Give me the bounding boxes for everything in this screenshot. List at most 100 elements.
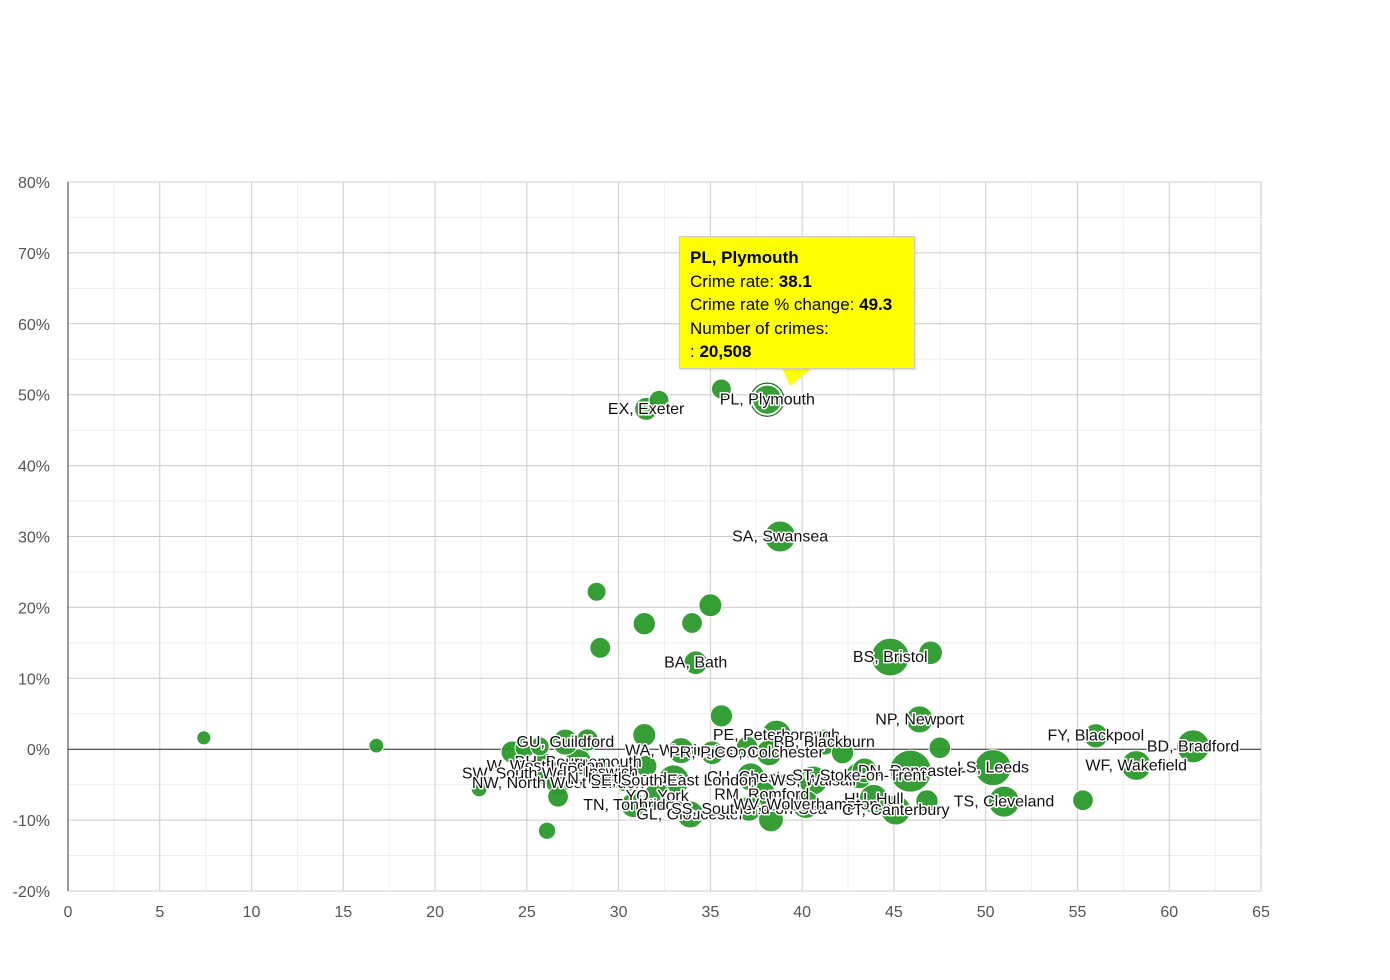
bubble-point[interactable] [564, 748, 592, 776]
bubble-point[interactable] [537, 821, 557, 840]
bubble-point[interactable] [830, 741, 855, 765]
bubble-point[interactable] [547, 785, 569, 808]
bubble-point[interactable] [470, 780, 488, 798]
bubble-point[interactable] [752, 384, 783, 415]
bubble-point[interactable] [632, 723, 657, 748]
bubble-label: SE, South East London [591, 772, 757, 789]
bubble-label: WF, Wakefield [1085, 758, 1187, 775]
bubble-point[interactable] [575, 728, 600, 752]
bubble-point[interactable] [1072, 789, 1094, 812]
bubble-point[interactable] [589, 636, 612, 659]
bubble-point[interactable] [667, 737, 695, 765]
bubble-point[interactable] [1120, 750, 1152, 781]
y-tick-label: 40% [18, 459, 50, 476]
bubble-label: SA, Swansea [732, 529, 828, 546]
bubble-point[interactable] [810, 728, 838, 756]
bubble-point[interactable] [928, 736, 952, 760]
bubble-point[interactable] [620, 792, 647, 819]
bubble-point[interactable] [870, 637, 910, 677]
bubble-point[interactable] [648, 389, 670, 411]
bubble-point[interactable] [676, 800, 705, 829]
bubble-point[interactable] [918, 640, 943, 666]
bubble-point[interactable] [764, 520, 797, 553]
bubble-label: CT, Canterbury [842, 802, 950, 819]
bubble-point[interactable] [905, 705, 934, 734]
bubble-label: BA, Bath [664, 655, 727, 672]
bubble-label: N, North London [567, 770, 684, 787]
tooltip-change-label: Crime rate % change: [690, 295, 860, 314]
bubble-point[interactable] [735, 735, 759, 759]
bubble-label: SS, Southend-on-Sea [671, 801, 827, 818]
tooltip-rate-value: 38.1 [778, 271, 812, 291]
bubble-label: WA, Warrington [625, 743, 737, 760]
bubble-label: TN, Tonbridge [583, 797, 683, 814]
bubble-point[interactable] [643, 782, 671, 810]
x-tick-label: 45 [885, 904, 903, 921]
x-tick-label: 10 [243, 904, 261, 921]
bubble-label: DN, Doncaster [858, 763, 964, 780]
bubble-label: PR, Preston [669, 745, 755, 762]
x-tick-label: 50 [977, 904, 995, 921]
bubble-point[interactable] [529, 736, 550, 757]
bubble-label: PE, Peterborough [713, 727, 840, 744]
bubble-label: CO, Colchester [714, 745, 824, 762]
bubble-point[interactable] [915, 789, 939, 813]
bubble-point[interactable] [888, 749, 932, 793]
bubble-label: BD, Bradford [1147, 738, 1239, 755]
bubble-label: NP, Newport [875, 711, 964, 728]
y-tick-label: -20% [13, 884, 50, 901]
bubble-label: SW, South West London [462, 765, 636, 782]
bubble-point[interactable] [586, 581, 607, 602]
bubble-point[interactable] [698, 593, 723, 618]
x-tick-label: 15 [334, 904, 352, 921]
bubble-point[interactable] [1176, 729, 1211, 764]
y-tick-label: 80% [18, 175, 50, 192]
bubble-point[interactable] [709, 704, 734, 728]
bubble-point[interactable] [588, 759, 613, 784]
bubble-point[interactable] [632, 612, 656, 636]
y-tick-label: 30% [18, 530, 50, 547]
y-tick-label: 0% [27, 742, 50, 759]
x-tick-label: 0 [64, 904, 73, 921]
bubble-point[interactable] [710, 378, 732, 400]
y-tick-label: 20% [18, 600, 50, 617]
bubble-label: NW, North West London [472, 775, 644, 792]
bubble-label: YO, York [626, 788, 690, 805]
y-tick-label: 70% [18, 246, 50, 263]
bubble-label: PL, Plymouth [720, 392, 815, 409]
y-tick-label: 10% [18, 671, 50, 688]
bubble-point[interactable] [634, 754, 658, 778]
bubble-point[interactable] [611, 764, 640, 793]
bubble-label: HU, Hull [844, 791, 904, 808]
tooltip-crimes-prefix: : [690, 342, 700, 361]
tooltip-change-value: 49.3 [859, 295, 893, 314]
bubble-point[interactable] [974, 748, 1012, 787]
x-tick-label: 60 [1160, 904, 1178, 921]
bubble-point[interactable] [681, 612, 703, 634]
bubbles [196, 378, 1211, 840]
bubble-label: FY, Blackpool [1047, 728, 1144, 745]
x-tick-label: 40 [793, 904, 811, 921]
bubble-point[interactable] [196, 730, 212, 746]
bubble-label: W, West London [487, 758, 604, 775]
bubble-point[interactable] [683, 650, 709, 676]
bubble-label: WS, Walsall [770, 772, 856, 789]
bubble-point[interactable] [758, 806, 784, 833]
bubble-point[interactable] [368, 737, 385, 754]
x-tick-label: 65 [1252, 904, 1270, 921]
bubble-point[interactable] [858, 783, 889, 814]
y-tick-label: 60% [18, 317, 50, 334]
bubble-point[interactable] [699, 740, 725, 766]
x-tick-label: 35 [701, 904, 719, 921]
tooltip-pointer [782, 368, 812, 386]
tooltip: PL, Plymouth Crime rate: 38.1 Crime rate… [679, 236, 915, 369]
bubble-label: BH, Bournemouth [515, 754, 642, 771]
bubble-point[interactable] [851, 757, 878, 784]
bubble-point[interactable] [988, 785, 1021, 818]
bubble-point[interactable] [735, 795, 762, 822]
bubble-point[interactable] [1083, 723, 1109, 749]
bubble-point[interactable] [791, 790, 821, 819]
bubble-label: LS, Leeds [957, 760, 1029, 777]
bubble-label: ST, Stoke-on-Trent [792, 767, 926, 784]
